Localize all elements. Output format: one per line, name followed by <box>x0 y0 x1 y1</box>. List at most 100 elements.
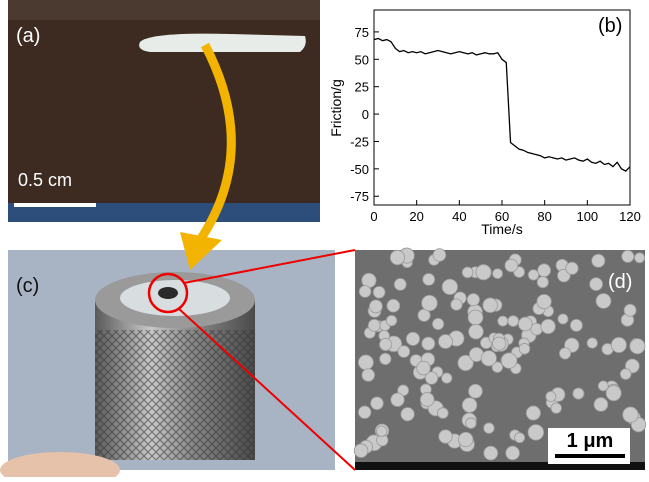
scale-bar <box>555 454 625 458</box>
y-tick-label: 25 <box>355 80 369 95</box>
streak <box>139 34 306 52</box>
particle <box>359 286 371 298</box>
particle <box>484 423 495 434</box>
sample <box>158 287 178 299</box>
particle <box>493 337 506 350</box>
particle <box>394 278 406 290</box>
particle <box>406 332 419 345</box>
y-axis-label: Friction/g <box>328 79 344 137</box>
particle <box>566 262 578 274</box>
particle <box>519 343 530 354</box>
particle <box>466 418 477 429</box>
particle <box>390 250 404 264</box>
particle <box>442 279 458 295</box>
particle <box>387 299 400 312</box>
y-tick-label: -75 <box>350 189 369 204</box>
figure: 0.5 cm (a) (c) 1 μm(d) (b) Time/s Fricti… <box>0 0 649 477</box>
particle <box>570 319 582 331</box>
particle <box>611 337 626 352</box>
data-line <box>374 38 630 171</box>
particle <box>558 314 568 324</box>
particle <box>432 318 443 329</box>
particle <box>417 361 431 375</box>
particle <box>433 249 446 262</box>
panel-c: (c) <box>0 250 335 477</box>
panel-a: 0.5 cm (a) <box>8 0 320 222</box>
particle <box>484 446 498 460</box>
scale-text: 1 μm <box>567 430 614 452</box>
particle <box>398 346 410 358</box>
particle <box>438 334 452 348</box>
photo-edge <box>8 0 320 20</box>
particle <box>371 397 384 410</box>
particle <box>422 337 435 350</box>
particle <box>515 433 525 443</box>
particle <box>594 398 608 412</box>
particle <box>401 407 414 420</box>
particle <box>481 351 496 366</box>
y-tick-label: 0 <box>362 107 369 122</box>
particle <box>386 315 397 326</box>
particle <box>362 369 375 382</box>
particle <box>623 407 639 423</box>
particle <box>541 319 555 333</box>
y-tick-label: 75 <box>355 25 369 40</box>
x-tick-label: 20 <box>409 209 423 224</box>
particle <box>469 324 484 339</box>
particle <box>506 446 520 460</box>
particle <box>559 348 570 359</box>
particle <box>528 425 544 441</box>
particle <box>538 264 551 277</box>
y-tick-label: -25 <box>350 134 369 149</box>
knurl <box>95 330 255 460</box>
particle <box>468 384 482 398</box>
particle <box>635 253 645 263</box>
particle <box>483 298 498 313</box>
particle <box>379 338 391 350</box>
particle <box>376 426 386 436</box>
particle <box>508 316 519 327</box>
particle <box>622 250 634 262</box>
particle <box>592 254 605 267</box>
particle <box>624 304 636 316</box>
panel-label: (a) <box>16 25 40 47</box>
particle <box>373 286 385 298</box>
particle <box>380 353 391 364</box>
particle <box>528 270 539 281</box>
particle <box>422 295 438 311</box>
x-tick-label: 120 <box>619 209 641 224</box>
panel-label: (b) <box>598 15 622 37</box>
panel-label: (c) <box>16 275 39 297</box>
particle <box>468 310 483 325</box>
particle <box>423 273 435 285</box>
particle <box>537 277 548 288</box>
particle <box>596 293 611 308</box>
particle <box>442 373 452 383</box>
particle <box>354 444 368 458</box>
particle <box>573 388 584 399</box>
particle <box>606 386 621 401</box>
particle <box>630 339 645 354</box>
particle <box>368 319 380 331</box>
scale-bar <box>14 203 96 207</box>
x-tick-label: 0 <box>370 209 377 224</box>
particle <box>476 265 491 280</box>
y-tick-label: -50 <box>350 162 369 177</box>
x-tick-label: 40 <box>452 209 466 224</box>
particle <box>462 398 477 413</box>
particle <box>620 369 631 380</box>
particle <box>439 430 453 444</box>
x-tick-label: 100 <box>576 209 598 224</box>
particle <box>598 381 608 391</box>
particle <box>369 300 382 313</box>
y-tick-label: 50 <box>355 52 369 67</box>
scale-text: 0.5 cm <box>18 170 72 190</box>
particle <box>493 269 503 279</box>
particle <box>505 259 518 272</box>
particle <box>459 432 474 447</box>
particle <box>590 278 603 291</box>
particle <box>420 393 434 407</box>
particle <box>501 353 517 369</box>
particle <box>358 355 373 370</box>
